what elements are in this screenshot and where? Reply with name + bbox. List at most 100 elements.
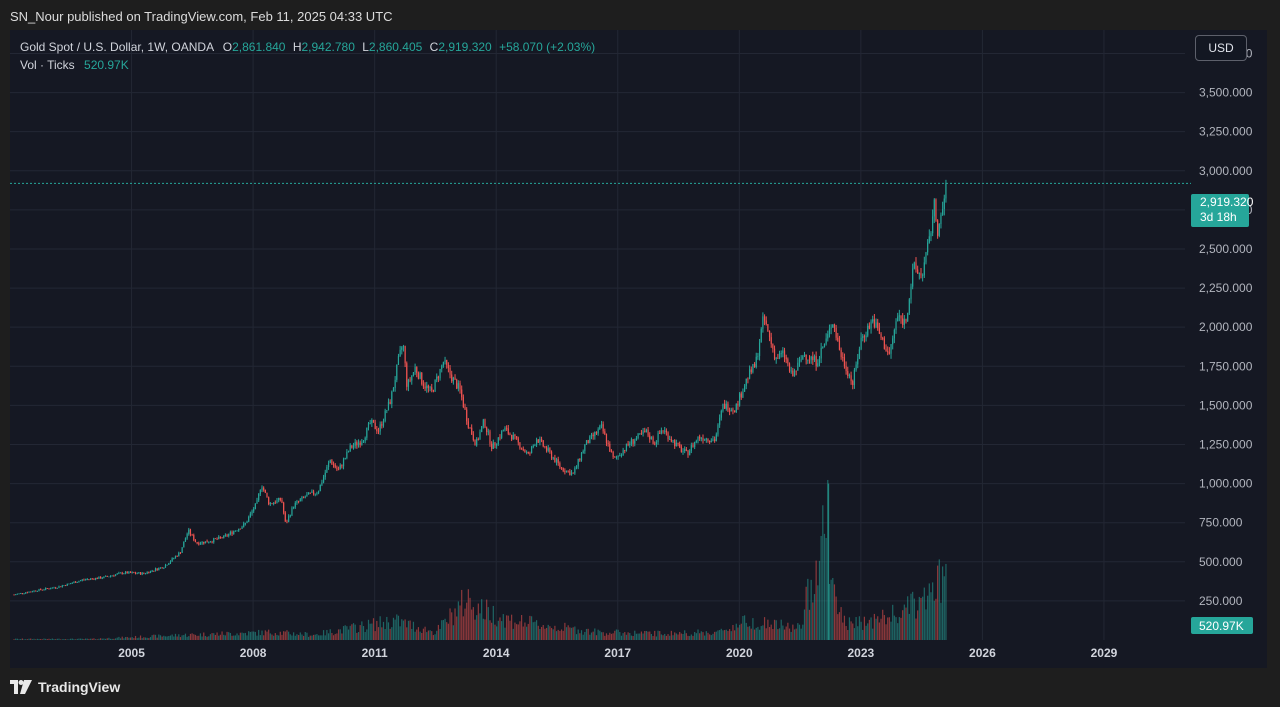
candle-body xyxy=(99,576,102,579)
volume-bar xyxy=(226,631,228,640)
candle-body xyxy=(144,573,147,575)
candle-body xyxy=(808,359,811,361)
brand-name: TradingView xyxy=(38,679,121,695)
volume-bar xyxy=(818,560,821,640)
candle-body xyxy=(797,362,799,371)
volume-bar xyxy=(524,622,526,640)
candle-body xyxy=(396,364,398,380)
volume-bar xyxy=(238,635,240,640)
volume-bar xyxy=(411,628,413,640)
volume-bar xyxy=(451,612,453,640)
candle-body xyxy=(35,590,37,592)
volume-bar xyxy=(163,635,165,640)
candle-body xyxy=(206,541,208,543)
candle-body xyxy=(258,493,260,501)
candle-body xyxy=(532,445,534,448)
volume-bar xyxy=(83,639,85,640)
candle-body xyxy=(273,502,275,504)
candle-body xyxy=(617,455,619,457)
time-tick-label: 2020 xyxy=(726,646,753,660)
candle-body xyxy=(336,467,338,470)
candle-body xyxy=(935,199,937,221)
volume-bar xyxy=(835,596,837,640)
volume-bar xyxy=(868,619,870,640)
candle-body xyxy=(717,424,719,435)
candle-body xyxy=(471,427,473,435)
price-axis[interactable]: 250.000 500.000 750.000 1,000.000 1,250.000 1… xyxy=(1199,46,1253,607)
volume-bar xyxy=(787,622,789,640)
volume-bar xyxy=(847,630,849,640)
candle-body xyxy=(173,558,175,559)
volume-bar xyxy=(341,633,343,640)
volume-bar xyxy=(559,630,561,640)
candle-body xyxy=(848,375,851,377)
candle-body xyxy=(738,393,741,406)
volume-bar xyxy=(93,638,95,640)
candle-body xyxy=(652,437,654,444)
candle-body xyxy=(743,385,746,392)
tradingview-brand[interactable]: TradingView xyxy=(10,679,120,695)
candle-body xyxy=(293,507,295,509)
candle-body xyxy=(159,567,162,569)
candle-body xyxy=(853,369,856,386)
volume-bar xyxy=(462,616,464,640)
candle-body xyxy=(552,457,554,459)
candle-body xyxy=(461,389,463,398)
volume-bar xyxy=(23,639,25,640)
candle-body xyxy=(579,458,581,461)
candle-body xyxy=(835,327,837,338)
symbol-legend[interactable]: Gold Spot / U.S. Dollar, 1W, OANDA O2,86… xyxy=(20,40,595,54)
volume-bar xyxy=(471,609,473,640)
volume-indicator-name: Vol · Ticks xyxy=(20,58,75,72)
volume-bar xyxy=(521,615,523,640)
volume-bar xyxy=(778,628,781,640)
volume-bar xyxy=(434,634,436,640)
candle-body xyxy=(459,383,461,390)
volume-bar xyxy=(321,635,323,640)
time-axis[interactable]: 2005 2008 2011 2014 2017 2020 2023 2026 2029 xyxy=(118,646,1117,660)
symbol-name: Gold Spot / U.S. Dollar, 1W, OANDA xyxy=(20,40,214,54)
volume-legend[interactable]: Vol · Ticks 520.97K xyxy=(20,58,129,72)
volume-bar xyxy=(171,634,173,640)
volume-bar xyxy=(109,638,112,640)
candle-body xyxy=(913,262,915,269)
volume-bar xyxy=(234,635,236,640)
candle-body xyxy=(649,435,651,440)
candle-body xyxy=(852,381,854,386)
candle-body xyxy=(126,571,128,574)
change-value: +58.070 (+2.03%) xyxy=(499,40,596,54)
volume-bar xyxy=(68,639,70,640)
tradingview-logo-icon xyxy=(10,680,32,694)
candle-body xyxy=(179,552,182,554)
price-tick-label: 1,750.000 xyxy=(1199,359,1253,373)
volume-bar xyxy=(564,622,566,640)
volume-bar xyxy=(605,633,608,640)
currency-button[interactable]: USD xyxy=(1195,35,1247,61)
volume-bar xyxy=(938,559,940,640)
candle-body xyxy=(88,579,90,580)
volume-bar xyxy=(123,638,125,640)
volume-bar xyxy=(258,629,260,640)
candle-body xyxy=(218,536,220,539)
volume-bar xyxy=(655,636,657,640)
candle-body xyxy=(559,463,561,468)
volume-bar xyxy=(299,632,301,640)
candle-body xyxy=(341,465,343,467)
volume-bar xyxy=(770,624,772,640)
volume-bar xyxy=(630,635,633,640)
price-tick-label: 500.000 xyxy=(1199,555,1243,569)
volume-bar xyxy=(304,631,306,640)
candle-body xyxy=(778,353,781,359)
candle-body xyxy=(104,575,107,577)
volume-bar xyxy=(397,615,400,640)
candle-body xyxy=(858,349,861,359)
candle-body xyxy=(367,423,370,428)
time-tick-label: 2017 xyxy=(604,646,631,660)
volume-bar xyxy=(394,619,396,640)
volume-bar xyxy=(491,622,493,640)
candle-body xyxy=(474,439,476,446)
candle-body xyxy=(284,512,286,522)
volume-bar xyxy=(737,627,739,640)
volume-bar xyxy=(164,636,167,640)
